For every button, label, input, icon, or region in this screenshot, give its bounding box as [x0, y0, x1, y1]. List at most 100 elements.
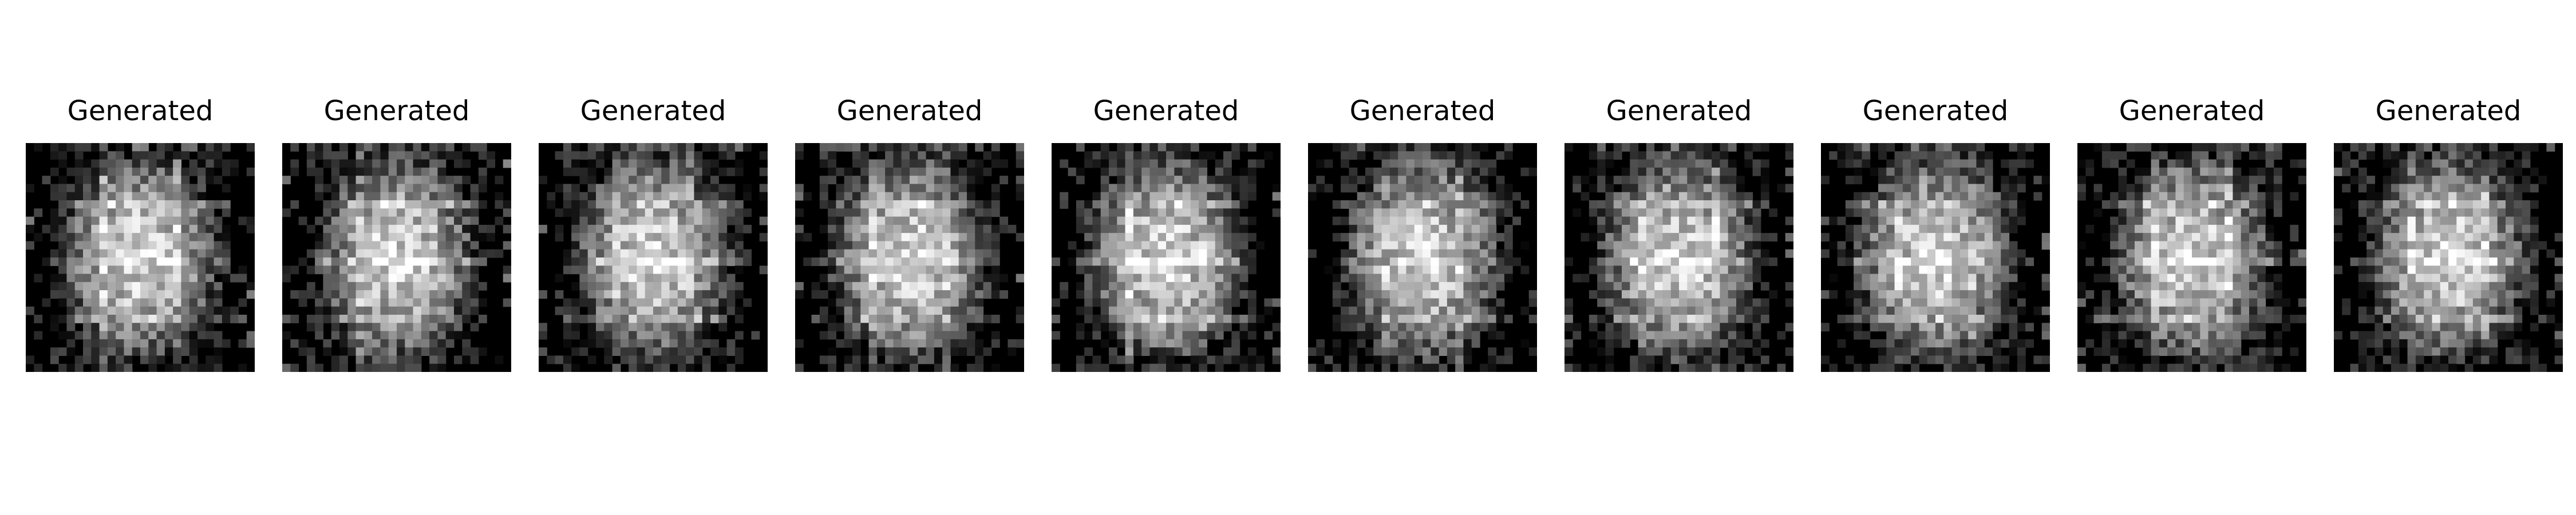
- pixel: [1149, 233, 1159, 242]
- pixel: [173, 200, 182, 209]
- pixel: [1389, 216, 1398, 225]
- pixel: [612, 241, 621, 250]
- pixel: [181, 282, 190, 291]
- pixel: [91, 355, 100, 365]
- pixel: [462, 290, 471, 299]
- pixel: [355, 274, 365, 283]
- pixel: [1622, 339, 1630, 348]
- pixel: [1141, 216, 1151, 225]
- pixel: [2001, 208, 2010, 217]
- pixel: [1109, 249, 1117, 258]
- pixel: [1878, 355, 1887, 365]
- pixel: [686, 323, 695, 332]
- pixel: [1157, 331, 1167, 340]
- pixel: [1878, 216, 1887, 225]
- pixel: [189, 315, 198, 323]
- pixel: [579, 266, 588, 275]
- pixel: [1927, 331, 1936, 340]
- pixel: [156, 306, 165, 315]
- pixel: [1463, 266, 1472, 275]
- pixel: [1406, 290, 1415, 299]
- pixel: [189, 216, 198, 225]
- pixel: [388, 200, 397, 209]
- pixel: [306, 151, 315, 160]
- pixel: [1769, 258, 1778, 266]
- pixel: [189, 208, 198, 217]
- pixel: [1463, 282, 1472, 291]
- pixel: [1125, 355, 1134, 365]
- pixel: [637, 298, 646, 307]
- pixel: [1679, 331, 1688, 340]
- pixel: [910, 363, 918, 372]
- pixel: [860, 200, 870, 209]
- pixel: [828, 258, 837, 266]
- pixel: [1471, 176, 1480, 185]
- pixel: [454, 315, 463, 323]
- pixel: [478, 347, 487, 356]
- pixel: [991, 241, 1000, 250]
- pixel: [604, 266, 613, 275]
- pixel: [653, 233, 662, 242]
- pixel: [124, 347, 133, 356]
- pixel: [1638, 249, 1647, 258]
- pixel: [397, 298, 405, 307]
- pixel: [1215, 159, 1224, 168]
- pixel: [1736, 224, 1745, 233]
- pixel: [470, 347, 479, 356]
- pixel: [1894, 355, 1903, 365]
- pixel: [1076, 306, 1085, 315]
- pixel: [1447, 192, 1456, 201]
- pixel: [677, 176, 686, 185]
- pixel: [702, 176, 711, 185]
- pixel: [306, 315, 315, 323]
- pixel: [1927, 208, 1936, 217]
- pixel: [478, 167, 487, 176]
- pixel: [1414, 241, 1423, 250]
- pixel: [975, 315, 984, 323]
- pixel: [1993, 355, 2001, 365]
- pixel: [942, 176, 951, 185]
- pixel: [1141, 282, 1151, 291]
- pixel: [860, 216, 870, 225]
- pixel: [1687, 216, 1696, 225]
- pixel: [828, 249, 837, 258]
- pixel: [1654, 167, 1664, 176]
- pixel: [1423, 216, 1431, 225]
- pixel: [1182, 192, 1191, 201]
- pixel: [91, 323, 100, 332]
- pixel: [1447, 200, 1456, 209]
- pixel: [1406, 339, 1415, 348]
- pixel: [1016, 306, 1024, 315]
- pixel: [405, 298, 414, 307]
- pixel: [1199, 241, 1208, 250]
- pixel: [1398, 233, 1407, 242]
- pixel: [1463, 306, 1472, 315]
- pixel: [181, 363, 190, 372]
- pixel: [2257, 192, 2266, 201]
- pixel: [164, 184, 173, 193]
- pixel: [860, 258, 870, 266]
- pixel: [677, 184, 686, 193]
- generated-image-pixels: [1564, 143, 1793, 372]
- pixel: [339, 176, 348, 185]
- pixel: [942, 143, 951, 152]
- pixel: [1332, 258, 1341, 266]
- pixel: [991, 143, 1000, 152]
- pixel: [1182, 241, 1191, 250]
- pixel: [1223, 258, 1232, 266]
- pixel: [1182, 216, 1191, 225]
- pixel: [132, 159, 141, 168]
- pixel: [306, 167, 315, 176]
- pixel: [1223, 176, 1232, 185]
- pixel: [372, 176, 381, 185]
- pixel: [1455, 290, 1464, 299]
- pixel: [140, 339, 149, 348]
- pixel: [2159, 200, 2168, 209]
- pixel: [1959, 151, 1969, 160]
- pixel: [1447, 159, 1456, 168]
- pixel: [661, 241, 670, 250]
- pixel: [1984, 258, 1993, 266]
- pixel: [1092, 331, 1101, 340]
- pixel: [1951, 315, 1961, 323]
- pixel: [323, 241, 332, 250]
